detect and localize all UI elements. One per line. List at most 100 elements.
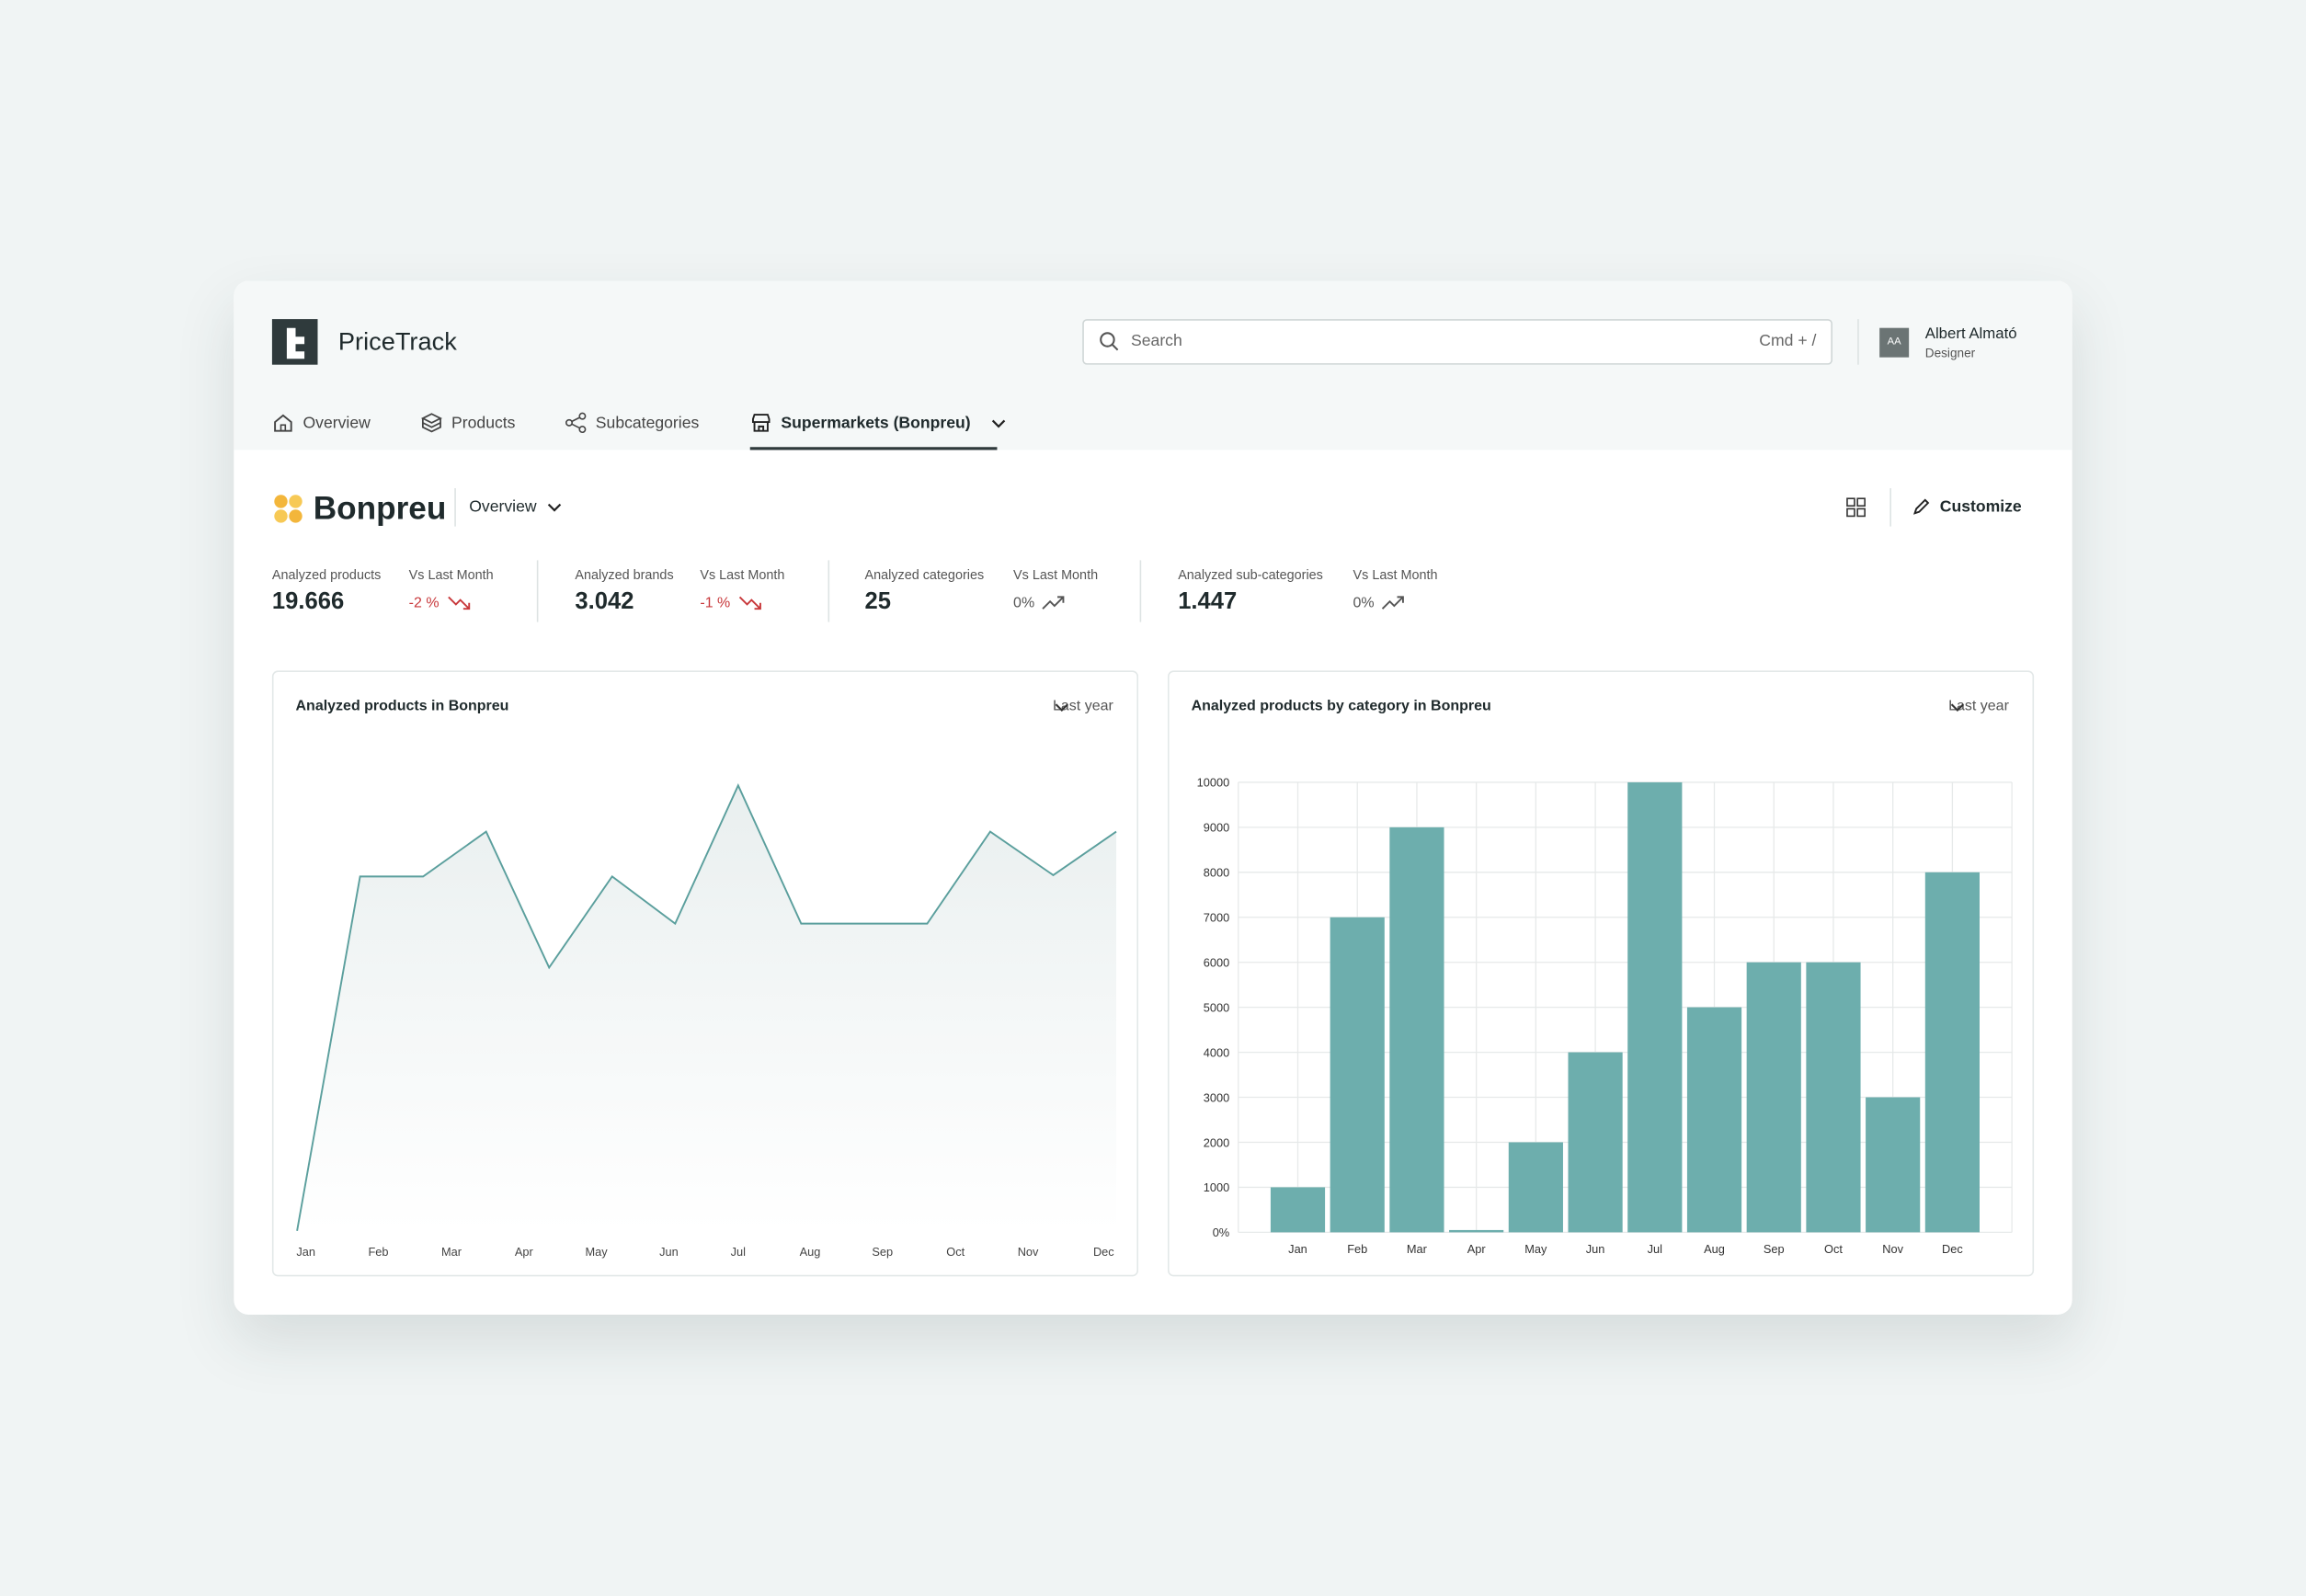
x-tick-label: Jul <box>731 1245 746 1259</box>
trend-arrow <box>738 596 761 610</box>
stat-value: 1.447 <box>1178 589 1238 615</box>
user-name: Albert Almató <box>1924 325 2017 343</box>
period-dropdown[interactable]: Last year <box>1948 699 2009 715</box>
page-title: Bonpreu <box>313 489 447 527</box>
customize-button[interactable]: Customize <box>1912 497 2022 517</box>
nav-tab[interactable]: Subcategories <box>565 412 699 434</box>
period-dropdown[interactable]: Last year <box>1053 699 1113 715</box>
trend-icon <box>447 596 470 610</box>
stat-change: -2 % <box>409 594 470 611</box>
view-dropdown[interactable]: Overview <box>469 498 563 516</box>
chevron <box>547 503 561 512</box>
change-value: -1 % <box>700 594 731 611</box>
chevron <box>1950 703 1964 712</box>
y-tick-label: 4000 <box>1204 1045 1229 1059</box>
brand: PriceTrack <box>337 327 457 357</box>
bar <box>1270 1187 1326 1233</box>
area <box>297 785 1117 1231</box>
bar <box>1330 917 1385 1233</box>
stat-label: Analyzed brands <box>575 567 674 583</box>
x-tick-label: Dec <box>1093 1245 1114 1259</box>
stat-change: 0% <box>1013 594 1066 611</box>
change-value: -2 % <box>408 594 440 611</box>
x-tick-label: Aug <box>1704 1242 1725 1256</box>
layout-button[interactable] <box>1845 497 1866 518</box>
box-icon <box>420 413 443 433</box>
share-icon <box>565 412 587 434</box>
x-tick-label: Apr <box>1467 1242 1487 1256</box>
divider <box>1889 488 1891 527</box>
stat-label: Analyzed categories <box>864 567 985 583</box>
bar <box>1806 962 1861 1233</box>
x-tick-label: Nov <box>1882 1242 1903 1256</box>
logo <box>271 319 318 365</box>
chart-panel: Analyzed products in Bonpreu Last year J… <box>271 670 1139 1277</box>
x-tick-label: May <box>586 1245 609 1259</box>
divider <box>1857 319 1859 365</box>
period-label: Last year <box>1948 698 2009 715</box>
app-window: PriceTrack Search Cmd + / AA Albert Alma… <box>234 280 2072 1315</box>
store-logo <box>274 495 303 523</box>
trend-arrow <box>1043 596 1066 610</box>
line <box>296 783 1117 1231</box>
chevron <box>1055 703 1068 712</box>
x-tick-label: Nov <box>1018 1245 1039 1259</box>
divider <box>1139 560 1142 622</box>
x-tick-label: Oct <box>1824 1242 1843 1256</box>
stat-label: Analyzed sub-categories <box>1178 567 1323 583</box>
nav-label: Products <box>451 414 516 432</box>
y-tick-label: 0% <box>1213 1226 1229 1239</box>
top-bar <box>234 280 2072 450</box>
view-label: Overview <box>469 498 537 517</box>
x-tick-label: Sep <box>1764 1242 1785 1256</box>
bar <box>1746 962 1801 1233</box>
bar <box>1449 1229 1504 1233</box>
nav-label: Subcategories <box>595 414 700 432</box>
search-box[interactable]: Search Cmd + / <box>1082 319 1832 365</box>
y-tick-label: 9000 <box>1204 821 1229 835</box>
stat-value: 19.666 <box>271 589 345 615</box>
user-role: Designer <box>1924 345 1976 360</box>
stat-change: 0% <box>1353 594 1406 611</box>
y-tick-label: 7000 <box>1204 911 1229 925</box>
bar <box>1866 1097 1921 1233</box>
y-tick-label: 1000 <box>1204 1180 1229 1194</box>
bar <box>1627 781 1683 1233</box>
y-tick-label: 8000 <box>1204 866 1229 880</box>
chart: Jan Feb Mar Apr May Jun Jul Aug Sep Oct Nov Dec <box>296 783 1117 1259</box>
bar <box>1686 1007 1742 1233</box>
logo-mark <box>286 327 305 359</box>
nav-tab[interactable]: Overview <box>272 412 371 434</box>
divider <box>536 560 539 622</box>
stat-label: Analyzed products <box>271 567 382 583</box>
x-tick-label: Aug <box>800 1245 821 1259</box>
avatar[interactable]: AA <box>1879 327 1910 358</box>
trend-icon <box>1043 596 1066 610</box>
x-tick-label: Jan <box>1288 1242 1307 1256</box>
bar <box>1508 1142 1563 1233</box>
x-tick-label: Mar <box>1407 1242 1428 1256</box>
x-tick-label: May <box>1524 1242 1547 1256</box>
store-icon <box>751 414 771 432</box>
nav-tab[interactable]: Supermarkets (Bonpreu) <box>750 412 1009 434</box>
customize-label: Customize <box>1939 497 2022 516</box>
divider <box>828 560 830 622</box>
compare-label: Vs Last Month <box>700 567 785 583</box>
active-tab-indicator <box>749 447 998 450</box>
x-tick-label: Jun <box>1586 1242 1605 1256</box>
x-tick-label: Dec <box>1942 1242 1963 1256</box>
y-tick-label: 3000 <box>1204 1090 1229 1104</box>
nav-tab[interactable]: Products <box>420 412 515 434</box>
x-tick-label: Mar <box>441 1245 462 1259</box>
y-tick-label: 10000 <box>1197 776 1230 790</box>
x-tick-label: Apr <box>515 1245 534 1259</box>
change-value: 0% <box>1353 594 1375 611</box>
bar <box>1389 826 1444 1233</box>
chart: 0% 1000 2000 3000 4000 5000 6000 7000 8000 9000 10… <box>1197 776 2013 1256</box>
x-tick-label: Jun <box>659 1245 679 1259</box>
x-tick-label: Oct <box>946 1245 965 1259</box>
x-tick-label: Jul <box>1648 1242 1662 1256</box>
search-placeholder: Search <box>1131 332 1182 350</box>
